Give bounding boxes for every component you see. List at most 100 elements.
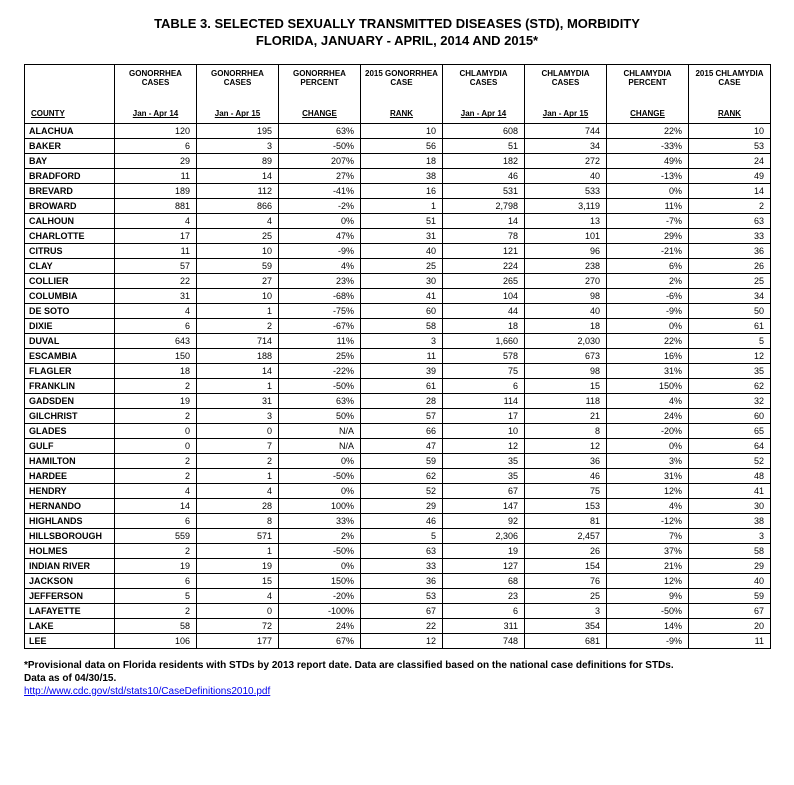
value-cell: 31 [361,228,443,243]
value-cell: -6% [607,288,689,303]
value-cell: 9% [607,588,689,603]
value-cell: 6 [443,603,525,618]
value-cell: 12 [443,438,525,453]
value-cell: 40 [689,573,771,588]
value-cell: 153 [525,498,607,513]
value-cell: 571 [197,528,279,543]
value-cell: 4 [115,303,197,318]
value-cell: 57 [115,258,197,273]
value-cell: 63% [279,123,361,138]
value-cell: 7% [607,528,689,543]
value-cell: 673 [525,348,607,363]
value-cell: 0% [279,558,361,573]
value-cell: 24% [279,618,361,633]
value-cell: 47% [279,228,361,243]
value-cell: 354 [525,618,607,633]
value-cell: 2,030 [525,333,607,348]
value-cell: 11% [607,198,689,213]
value-cell: 881 [115,198,197,213]
value-cell: 36 [361,573,443,588]
value-cell: 96 [525,243,607,258]
value-cell: 14 [689,183,771,198]
col-chl-rank: 2015 CHLAMYDIA CASERANK [689,64,771,123]
value-cell: -12% [607,513,689,528]
county-cell: JACKSON [25,573,115,588]
value-cell: 866 [197,198,279,213]
table-title: TABLE 3. SELECTED SEXUALLY TRANSMITTED D… [24,16,770,50]
value-cell: 2 [115,468,197,483]
table-row: GLADES00N/A66108-20%65 [25,423,771,438]
value-cell: 14 [197,168,279,183]
value-cell: 24% [607,408,689,423]
value-cell: 127 [443,558,525,573]
value-cell: 224 [443,258,525,273]
value-cell: 18 [361,153,443,168]
value-cell: 22 [115,273,197,288]
value-cell: 53 [361,588,443,603]
value-cell: 0% [607,318,689,333]
value-cell: 265 [443,273,525,288]
value-cell: 6 [115,138,197,153]
value-cell: N/A [279,423,361,438]
value-cell: 60 [689,408,771,423]
table-row: LAKE587224%2231135414%20 [25,618,771,633]
value-cell: 48 [689,468,771,483]
county-cell: DUVAL [25,333,115,348]
value-cell: 20 [689,618,771,633]
value-cell: 59 [361,453,443,468]
county-cell: FLAGLER [25,363,115,378]
value-cell: 52 [689,453,771,468]
county-cell: JEFFERSON [25,588,115,603]
col-gon-14: GONORRHEA CASESJan - Apr 14 [115,64,197,123]
value-cell: 21 [525,408,607,423]
value-cell: 6 [443,378,525,393]
footnote-link[interactable]: http://www.cdc.gov/std/stats10/CaseDefin… [24,686,270,697]
value-cell: 533 [525,183,607,198]
value-cell: -2% [279,198,361,213]
table-row: BRADFORD111427%384640-13%49 [25,168,771,183]
value-cell: 51 [361,213,443,228]
value-cell: 2,457 [525,528,607,543]
value-cell: 189 [115,183,197,198]
value-cell: 76 [525,573,607,588]
value-cell: 32 [689,393,771,408]
value-cell: 12% [607,573,689,588]
table-row: HILLSBOROUGH5595712%52,3062,4577%3 [25,528,771,543]
value-cell: 11 [361,348,443,363]
col-county: COUNTY [25,64,115,123]
value-cell: 100% [279,498,361,513]
value-cell: -50% [607,603,689,618]
value-cell: 150% [279,573,361,588]
table-row: FLAGLER1814-22%39759831%35 [25,363,771,378]
county-cell: DIXIE [25,318,115,333]
value-cell: 11% [279,333,361,348]
value-cell: 6 [115,318,197,333]
county-cell: INDIAN RIVER [25,558,115,573]
value-cell: 1,660 [443,333,525,348]
value-cell: -21% [607,243,689,258]
value-cell: 15 [525,378,607,393]
county-cell: COLUMBIA [25,288,115,303]
value-cell: 40 [525,303,607,318]
table-row: CALHOUN440%511413-7%63 [25,213,771,228]
table-row: CHARLOTTE172547%317810129%33 [25,228,771,243]
value-cell: 13 [525,213,607,228]
value-cell: 58 [689,543,771,558]
value-cell: 67% [279,633,361,648]
value-cell: 30 [361,273,443,288]
value-cell: 67 [689,603,771,618]
value-cell: 4 [115,213,197,228]
value-cell: -20% [607,423,689,438]
value-cell: 59 [689,588,771,603]
table-row: INDIAN RIVER19190%3312715421%29 [25,558,771,573]
value-cell: -100% [279,603,361,618]
value-cell: 62 [361,468,443,483]
value-cell: 92 [443,513,525,528]
value-cell: 15 [197,573,279,588]
table-row: CITRUS1110-9%4012196-21%36 [25,243,771,258]
table-row: JACKSON615150%36687612%40 [25,573,771,588]
county-cell: FRANKLIN [25,378,115,393]
value-cell: 18 [443,318,525,333]
value-cell: 61 [689,318,771,333]
county-cell: BROWARD [25,198,115,213]
